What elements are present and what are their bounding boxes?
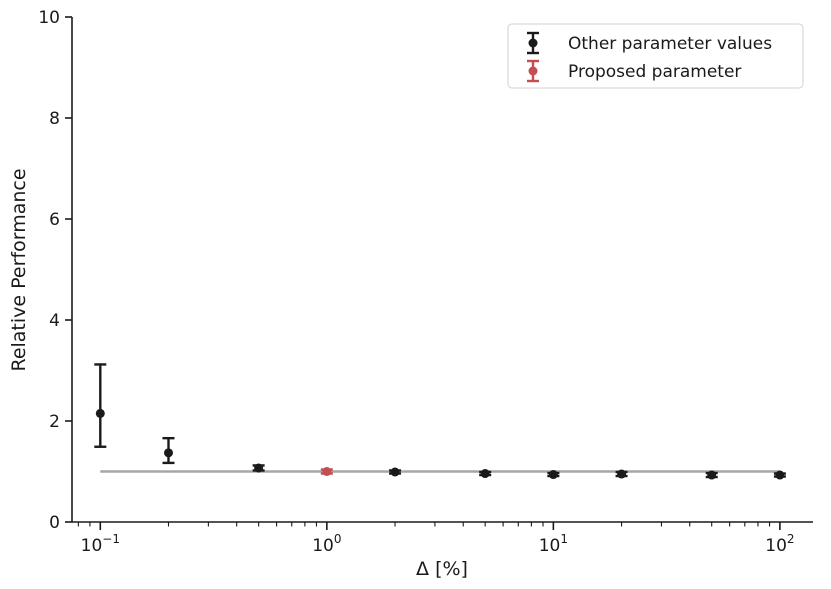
y-axis-label: Relative Performance [8, 168, 30, 371]
data-point [252, 463, 265, 473]
marker [775, 470, 785, 480]
legend-item: Other parameter values [527, 31, 772, 55]
marker [617, 469, 627, 479]
legend-marker [528, 38, 538, 48]
marker [707, 470, 717, 480]
marker [163, 448, 173, 458]
legend: Other parameter values Proposed parameter [507, 23, 804, 89]
legend-item: Proposed parameter [527, 59, 741, 83]
y-tick-label: 10 [38, 8, 60, 28]
data-point [705, 470, 718, 480]
x-tick-label: 102 [765, 532, 794, 556]
y-axis-ticks: 0 2 4 6 8 10 [38, 8, 72, 533]
marker [322, 467, 332, 476]
y-tick-label: 4 [49, 311, 60, 331]
data-point [162, 436, 175, 465]
series-proposed-parameter [320, 467, 333, 476]
data-marks [94, 363, 786, 480]
x-tick-label: 100 [312, 532, 341, 556]
x-axis-ticks: 10−1 100 101 102 [77, 522, 795, 556]
data-point [547, 470, 560, 480]
x-tick-label: 101 [539, 532, 568, 556]
y-tick-label: 8 [49, 109, 60, 129]
marker [390, 467, 400, 477]
data-point [615, 469, 628, 479]
y-tick-label: 0 [49, 513, 60, 533]
y-tick-label: 6 [49, 210, 60, 230]
legend-label: Other parameter values [568, 34, 772, 54]
series-other-parameter-values [94, 363, 786, 480]
x-tick-label: 10−1 [81, 532, 120, 556]
legend-frame [507, 23, 804, 89]
marker [480, 469, 490, 479]
marker [548, 470, 558, 480]
marker [95, 408, 105, 418]
data-point [94, 363, 107, 448]
legend-marker [528, 66, 538, 76]
legend-label: Proposed parameter [568, 62, 741, 82]
y-tick-label: 2 [49, 412, 60, 432]
data-point [773, 470, 786, 480]
axes [71, 17, 813, 523]
x-axis-label: Δ [%] [416, 558, 468, 580]
marker [254, 463, 264, 473]
data-point [320, 467, 333, 476]
data-point [389, 467, 402, 477]
data-point [479, 469, 492, 479]
